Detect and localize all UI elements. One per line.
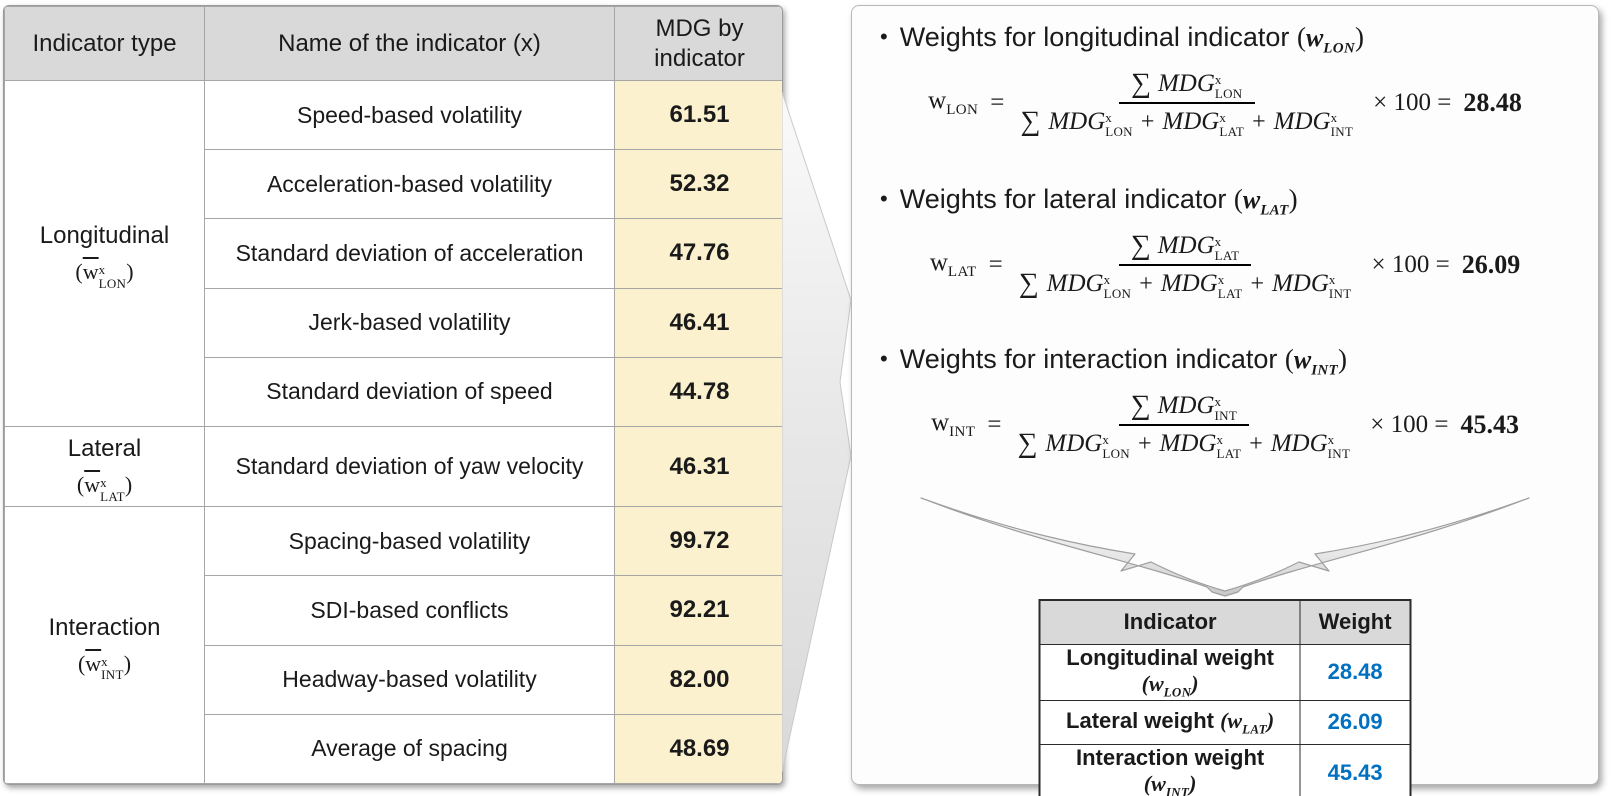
mdg-value: 61.51 (614, 79, 782, 151)
bullet-icon: • (880, 24, 888, 49)
table-row: Longitudinal (w x LON) Speed-based volatil… (4, 79, 782, 427)
denominator: ∑ MDG x LON + MDG x LAT + MDG x INT (1018, 268, 1352, 301)
group-label: Interaction (48, 613, 161, 641)
summary-weight-value: 45.43 (1299, 743, 1412, 796)
mdg-table: Indicator type Name of the indicator (x)… (4, 6, 782, 784)
formula-w-lat: wLAT = ∑ MDG x LAT ∑ MDG x LON + MDG x LAT + M… (929, 230, 1521, 301)
indicator-name: Headway-based volatility (204, 644, 615, 715)
bullet-interaction-weight: • Weights for interaction indicator (wINT… (880, 344, 1347, 379)
indicator-name: Standard deviation of speed (204, 356, 615, 427)
summary-weight-value: 28.48 (1299, 643, 1412, 701)
denominator: ∑ MDG x LON + MDG x LAT + MDG x INT (1020, 106, 1354, 139)
mdg-value: 47.76 (614, 218, 782, 289)
group-symbol: (w x LON) (75, 258, 134, 291)
weight-summary-table: Indicator Weight Longitudinal weight (wL… (1038, 599, 1412, 796)
summary-row-lateral: Lateral weight (wLAT) 26.09 (1039, 699, 1412, 745)
table-row: Average of spacing 48.69 (5, 713, 782, 784)
indicator-name: Jerk-based volatility (204, 287, 615, 358)
weights-panel: • Weights for longitudinal indicator (wLO… (851, 5, 1599, 796)
mdg-header-row: Indicator type Name of the indicator (x)… (4, 6, 782, 81)
table-row: Interaction (w x INT) Spacing-based volati… (4, 506, 782, 784)
table-row: Standard deviation of acceleration 47.76 (5, 218, 782, 289)
summary-row-longitudinal: Longitudinal weight (wLON) 28.48 (1039, 643, 1412, 701)
group-label: Lateral (67, 435, 142, 463)
group-label: Longitudinal (39, 222, 170, 250)
indicator-name: SDI-based conflicts (204, 575, 615, 646)
numerator: ∑ MDG x LON (1118, 70, 1255, 104)
mdg-value: 82.00 (614, 644, 782, 715)
summary-label: Interaction weight (wINT) (1039, 743, 1301, 796)
bullet-icon: • (880, 346, 888, 371)
bullet-longitudinal-weight: • Weights for longitudinal indicator (wLO… (880, 22, 1364, 57)
group-symbol: (w x LAT) (76, 472, 133, 504)
numerator: ∑ MDG x INT (1118, 392, 1250, 426)
formula-lhs: wINT (931, 409, 976, 440)
mdg-value: 46.31 (614, 425, 782, 508)
mdg-value: 46.41 (614, 287, 782, 358)
bullet-lateral-weight: • Weights for lateral indicator (wLAT) (880, 184, 1298, 219)
summary-header-row: Indicator Weight (1039, 599, 1412, 645)
header-weight: Weight (1299, 599, 1412, 645)
group-cell-longitudinal: Longitudinal (w x LON) (4, 80, 205, 427)
bullet-text: Weights for interaction indicator (899, 344, 1278, 374)
summary-weight-value: 26.09 (1299, 699, 1412, 745)
fraction: ∑ MDG x LON ∑ MDG x LON + MDG x LAT + MDG x INT (1016, 70, 1357, 139)
formula-lhs: wLAT (929, 249, 977, 280)
indicator-name: Spacing-based volatility (204, 506, 615, 577)
mdg-value: 48.69 (614, 713, 782, 784)
mdg-value: 44.78 (614, 356, 782, 427)
mdg-value: 99.72 (614, 506, 782, 577)
indicator-name: Average of spacing (204, 713, 615, 784)
table-row: Acceleration-based volatility 52.32 (5, 149, 782, 220)
table-row: Headway-based volatility 82.00 (5, 644, 782, 715)
indicator-name: Speed-based volatility (204, 79, 615, 151)
indicator-name: Standard deviation of acceleration (204, 218, 615, 289)
denominator: ∑ MDG x LON + MDG x LAT + MDG x INT (1017, 428, 1351, 461)
funnel-connector-shape (782, 91, 852, 773)
result-value: 26.09 (1461, 250, 1521, 279)
mdg-table-panel: Indicator type Name of the indicator (x)… (3, 5, 783, 785)
table-row: SDI-based conflicts 92.21 (5, 575, 782, 646)
group-cell-interaction: Interaction (w x INT) (4, 506, 205, 784)
result-value: 45.43 (1460, 410, 1519, 439)
bullet-text: Weights for lateral indicator (899, 184, 1227, 214)
table-row: Jerk-based volatility 46.41 (5, 287, 782, 358)
formula-w-lon: wLON = ∑ MDG x LON ∑ MDG x LON + MDG x LAT + M… (928, 68, 1522, 139)
bullet-icon: • (880, 186, 888, 211)
mdg-value: 52.32 (614, 149, 782, 220)
summary-row-interaction: Interaction weight (wINT) 45.43 (1039, 743, 1412, 796)
indicator-name: Acceleration-based volatility (204, 149, 615, 220)
indicator-name: Standard deviation of yaw velocity (204, 425, 615, 508)
w-int-symbol: (wINT) (1284, 344, 1347, 379)
w-lat-symbol: (wLAT) (1233, 184, 1298, 219)
mdg-value: 92.21 (614, 575, 782, 646)
header-indicator-name: Name of the indicator (x) (204, 6, 615, 81)
summary-label: Lateral weight (wLAT) (1039, 699, 1301, 745)
numerator: ∑ MDG x LAT (1118, 232, 1252, 266)
fraction: ∑ MDG x LAT ∑ MDG x LON + MDG x LAT + MDG x INT (1015, 232, 1356, 301)
header-indicator: Indicator (1039, 599, 1301, 645)
group-symbol: (w x INT) (77, 650, 132, 683)
bullet-text: Weights for longitudinal indicator (899, 22, 1290, 52)
group-cell-lateral: Lateral (w x LAT) (4, 425, 205, 508)
merge-arrow-container (852, 492, 1598, 604)
table-row: Standard deviation of speed 44.78 (5, 356, 782, 427)
result-value: 28.48 (1463, 88, 1522, 117)
w-lon-symbol: (wLON) (1296, 22, 1365, 57)
table-row: Lateral (w x LAT) Standard deviation of ya… (4, 425, 782, 508)
summary-label: Longitudinal weight (wLON) (1039, 643, 1301, 701)
down-arrow-icon (920, 497, 1530, 597)
header-mdg-by-indicator: MDG by indicator (614, 6, 782, 81)
fraction: ∑ MDG x INT ∑ MDG x LON + MDG x LAT + MDG x INT (1013, 392, 1354, 461)
header-indicator-type: Indicator type (4, 6, 205, 81)
formula-lhs: wLON (928, 87, 979, 118)
weight-summary-panel: Indicator Weight Longitudinal weight (wL… (1038, 599, 1412, 796)
formula-w-int: wINT = ∑ MDG x INT ∑ MDG x LON + MDG x LAT + M… (931, 390, 1519, 461)
